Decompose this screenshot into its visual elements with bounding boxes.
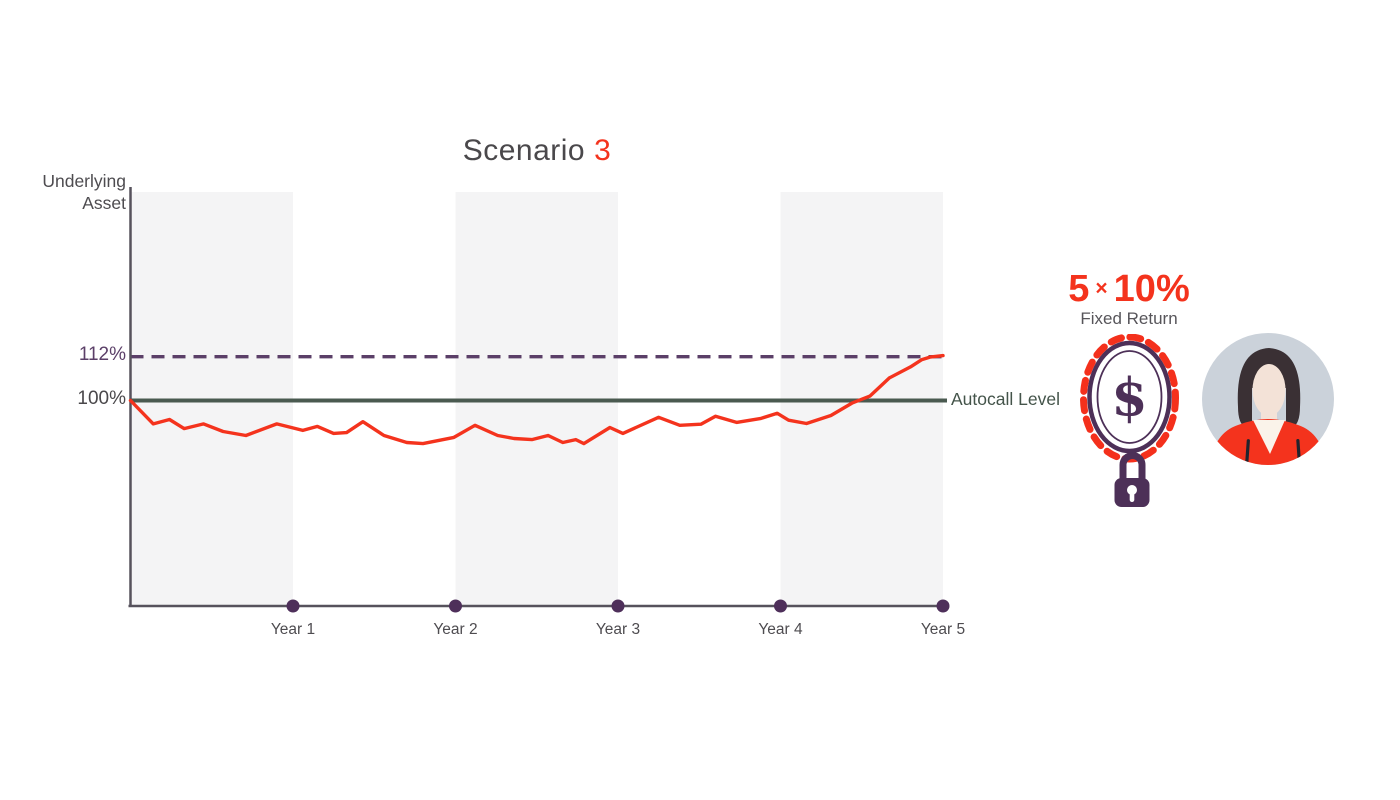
avatar-undershirt bbox=[1253, 420, 1285, 454]
year-dot bbox=[611, 599, 625, 613]
year-dot bbox=[936, 599, 950, 613]
page-title: Scenario 3 bbox=[463, 134, 612, 168]
x-tick-label: Year 5 bbox=[920, 621, 966, 638]
x-tick-label: Year 2 bbox=[433, 621, 478, 638]
year-dot bbox=[774, 599, 787, 613]
title-text: Scenario bbox=[462, 134, 586, 167]
dollar-sign: $ bbox=[1111, 368, 1147, 429]
year-dot bbox=[449, 599, 462, 613]
x-tick-label: Year 4 bbox=[758, 621, 803, 638]
fixed-return-value: 10% bbox=[1113, 268, 1190, 310]
barrier-tick-label: 112% bbox=[78, 344, 126, 365]
autocall-level-label: Autocall Level bbox=[951, 389, 1060, 409]
coin-inner-ring bbox=[1096, 350, 1163, 444]
fixed-return-multiplier: 5 bbox=[1068, 268, 1090, 310]
locked-coin-icon: $ bbox=[1080, 334, 1179, 507]
scenario-number: 3 bbox=[594, 134, 612, 167]
woman-avatar-icon bbox=[1202, 333, 1334, 465]
y-axis-label: Underlying Asset bbox=[42, 171, 126, 213]
year-dot bbox=[286, 599, 300, 613]
x-tick-label: Year 3 bbox=[595, 621, 641, 638]
avatar-face bbox=[1252, 364, 1286, 416]
coin-face bbox=[1087, 340, 1172, 454]
padlock-shackle bbox=[1119, 452, 1146, 480]
multiply-icon: × bbox=[1095, 277, 1108, 300]
fixed-return-headline: 5 × 10% bbox=[1068, 268, 1189, 311]
x-tick-label: Year 1 bbox=[270, 621, 316, 638]
keyhole-stem bbox=[1129, 492, 1135, 502]
avatar-arm-slit-left bbox=[1245, 439, 1250, 464]
price-line bbox=[128, 353, 945, 446]
keyhole bbox=[1127, 485, 1137, 495]
fixed-return-caption: Fixed Return bbox=[1080, 309, 1178, 328]
autocall-tick-label: 100% bbox=[77, 388, 126, 409]
